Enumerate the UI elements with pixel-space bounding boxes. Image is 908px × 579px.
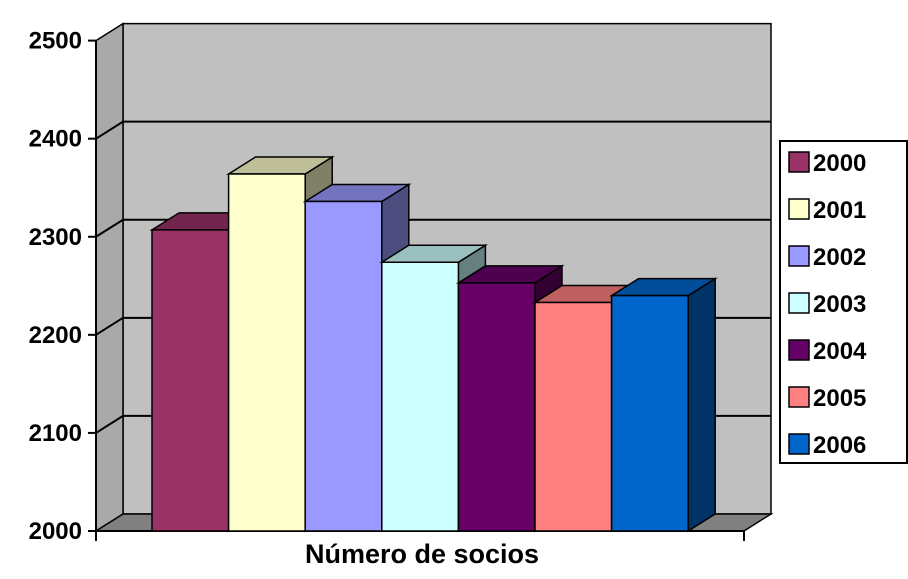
bar-front (381, 261, 460, 532)
x-axis-label: Número de socios (305, 539, 539, 569)
y-axis-tick-labels: 2000 2100 2200 2300 2400 2500 (29, 28, 82, 545)
bar-2006 (609, 277, 718, 533)
y-tick-label: 2200 (29, 322, 82, 349)
legend-swatch (788, 292, 810, 314)
side-wall (95, 22, 124, 533)
legend-swatch (788, 198, 810, 220)
bar-front (457, 282, 536, 532)
gridline (95, 120, 771, 140)
bar-front (610, 294, 689, 532)
legend-swatch (788, 386, 810, 408)
legend-swatch (788, 245, 810, 267)
bar-front (304, 200, 383, 532)
legend-entry: 2002 (813, 244, 866, 271)
y-tick-label: 2500 (29, 28, 82, 55)
legend-entry: 2003 (813, 291, 866, 318)
legend-entry: 2005 (813, 385, 866, 412)
bar-front (534, 301, 613, 532)
legend-swatch (788, 433, 810, 455)
legend-swatch (788, 339, 810, 361)
y-tick-label: 2100 (29, 420, 82, 447)
y-tick-label: 2300 (29, 224, 82, 251)
bar-side (687, 277, 716, 533)
y-tick-label: 2000 (29, 518, 82, 545)
legend-entry: 2006 (813, 432, 866, 459)
bar-front (227, 173, 306, 532)
legend-entry: 2000 (813, 150, 866, 177)
bar-front (151, 229, 230, 532)
legend-entry: 2004 (813, 338, 867, 365)
legend-entry: 2001 (813, 197, 866, 224)
legend: 2000 2001 2002 2003 2004 2005 2006 (779, 140, 908, 464)
gridline (95, 218, 771, 238)
bars (149, 155, 718, 533)
y-tick-label: 2400 (29, 126, 82, 153)
legend-swatch (788, 151, 810, 173)
